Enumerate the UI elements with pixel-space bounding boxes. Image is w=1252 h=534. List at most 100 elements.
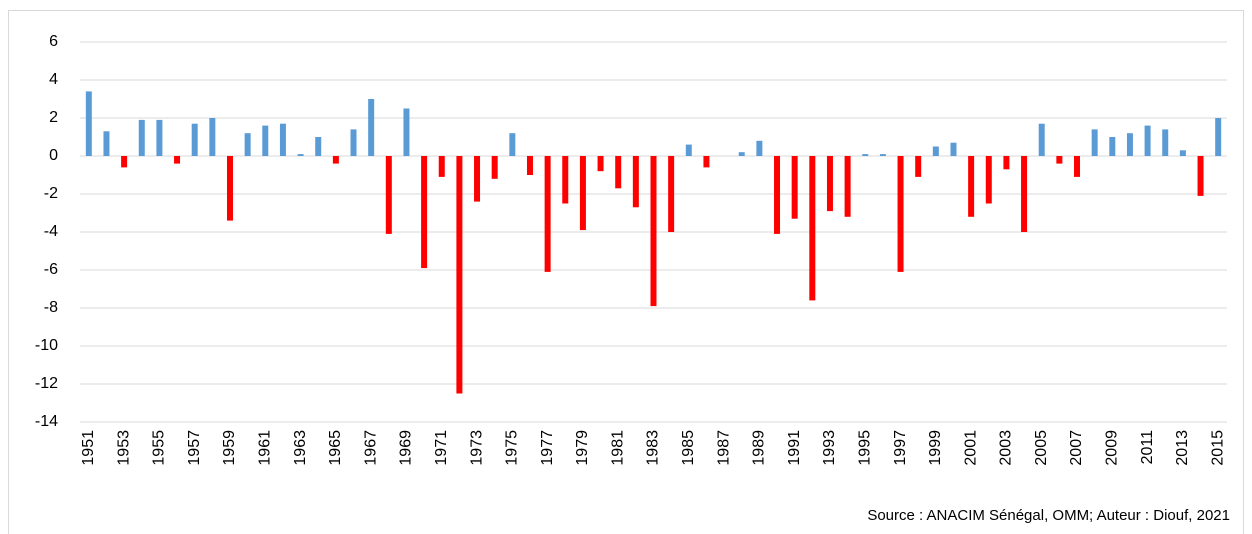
bar: [332, 156, 339, 164]
y-tick-label: 4: [49, 71, 58, 88]
bar: [791, 156, 798, 219]
x-tick-label: 2005: [1033, 430, 1050, 466]
bar: [985, 156, 992, 204]
x-tick-label: 1979: [574, 430, 591, 466]
bar: [297, 154, 304, 156]
x-tick-label: 1997: [892, 430, 909, 466]
x-tick-label: 1961: [257, 430, 274, 466]
bar: [915, 156, 922, 177]
x-tick-label: 2013: [1174, 430, 1191, 466]
bar: [262, 125, 269, 156]
bar: [650, 156, 657, 307]
bar: [138, 119, 145, 156]
bar: [385, 156, 392, 234]
bar: [597, 156, 604, 172]
bar: [1056, 156, 1063, 164]
x-tick-label: 1987: [715, 430, 732, 466]
x-tick-label: 1983: [645, 430, 662, 466]
y-tick-label: -4: [44, 223, 58, 240]
x-tick-label: 1965: [327, 430, 344, 466]
y-tick-label: -2: [44, 185, 58, 202]
bar: [826, 156, 833, 212]
chart-frame: [8, 10, 1244, 534]
bar: [174, 156, 181, 164]
y-tick-label: 6: [49, 33, 58, 50]
bar: [932, 146, 939, 156]
bar: [438, 156, 445, 177]
bar: [544, 156, 551, 272]
y-tick-label: -12: [35, 375, 58, 392]
bar: [226, 156, 233, 221]
x-tick-label: 2015: [1209, 430, 1226, 466]
bar: [950, 142, 957, 156]
bar: [1074, 156, 1081, 177]
bar: [191, 123, 198, 156]
x-tick-label: 1985: [680, 430, 697, 466]
bar: [526, 156, 533, 175]
bar: [491, 156, 498, 179]
bar: [456, 156, 463, 394]
x-tick-label: 1951: [80, 430, 97, 466]
x-tick-label: 1971: [433, 430, 450, 466]
x-tick-label: 1953: [115, 430, 132, 466]
x-tick-label: 1981: [609, 430, 626, 466]
x-tick-label: 1999: [927, 430, 944, 466]
x-tick-label: 1975: [504, 430, 521, 466]
bar: [350, 129, 357, 156]
bar: [897, 156, 904, 272]
bar: [685, 144, 692, 156]
bar: [244, 133, 251, 156]
bar: [1197, 156, 1204, 196]
bar: [1021, 156, 1028, 232]
bar: [1126, 133, 1133, 156]
bar: [668, 156, 675, 232]
x-tick-label: 1993: [821, 430, 838, 466]
bar: [421, 156, 428, 269]
x-tick-label: 2003: [998, 430, 1015, 466]
bar: [738, 152, 745, 156]
bar: [1162, 129, 1169, 156]
bar: [774, 156, 781, 234]
bar: [703, 156, 710, 168]
bar: [1091, 129, 1098, 156]
bar: [121, 156, 128, 168]
bar: [632, 156, 639, 208]
bar: [862, 154, 869, 156]
bar: [579, 156, 586, 231]
bar: [403, 108, 410, 156]
bar: [879, 154, 886, 156]
bar: [103, 131, 110, 156]
x-tick-label: 1991: [786, 430, 803, 466]
bar: [1003, 156, 1010, 170]
y-tick-label: -6: [44, 261, 58, 278]
y-tick-label: -8: [44, 299, 58, 316]
x-tick-label: 1955: [151, 430, 168, 466]
x-tick-label: 1977: [539, 430, 556, 466]
y-tick-label: 2: [49, 109, 58, 126]
bar: [1038, 123, 1045, 156]
bar: [368, 99, 375, 156]
x-tick-label: 1967: [362, 430, 379, 466]
x-tick-label: 1969: [398, 430, 415, 466]
y-tick-label: -10: [35, 337, 58, 354]
bar: [315, 137, 322, 156]
bar: [968, 156, 975, 217]
bar: [156, 119, 163, 156]
bar: [474, 156, 481, 202]
x-tick-label: 1957: [186, 430, 203, 466]
x-tick-label: 2001: [962, 430, 979, 466]
bar: [809, 156, 816, 301]
bar: [756, 140, 763, 156]
bar: [209, 118, 216, 156]
source-note: Source : ANACIM Sénégal, OMM; Auteur : D…: [867, 507, 1230, 524]
bar: [85, 91, 92, 156]
bar: [562, 156, 569, 204]
bar: [509, 133, 516, 156]
bar: [615, 156, 622, 189]
y-tick-label: -14: [35, 413, 58, 430]
x-tick-label: 1959: [221, 430, 238, 466]
bar: [844, 156, 851, 217]
bar: [1144, 125, 1151, 156]
bar: [1179, 150, 1186, 156]
